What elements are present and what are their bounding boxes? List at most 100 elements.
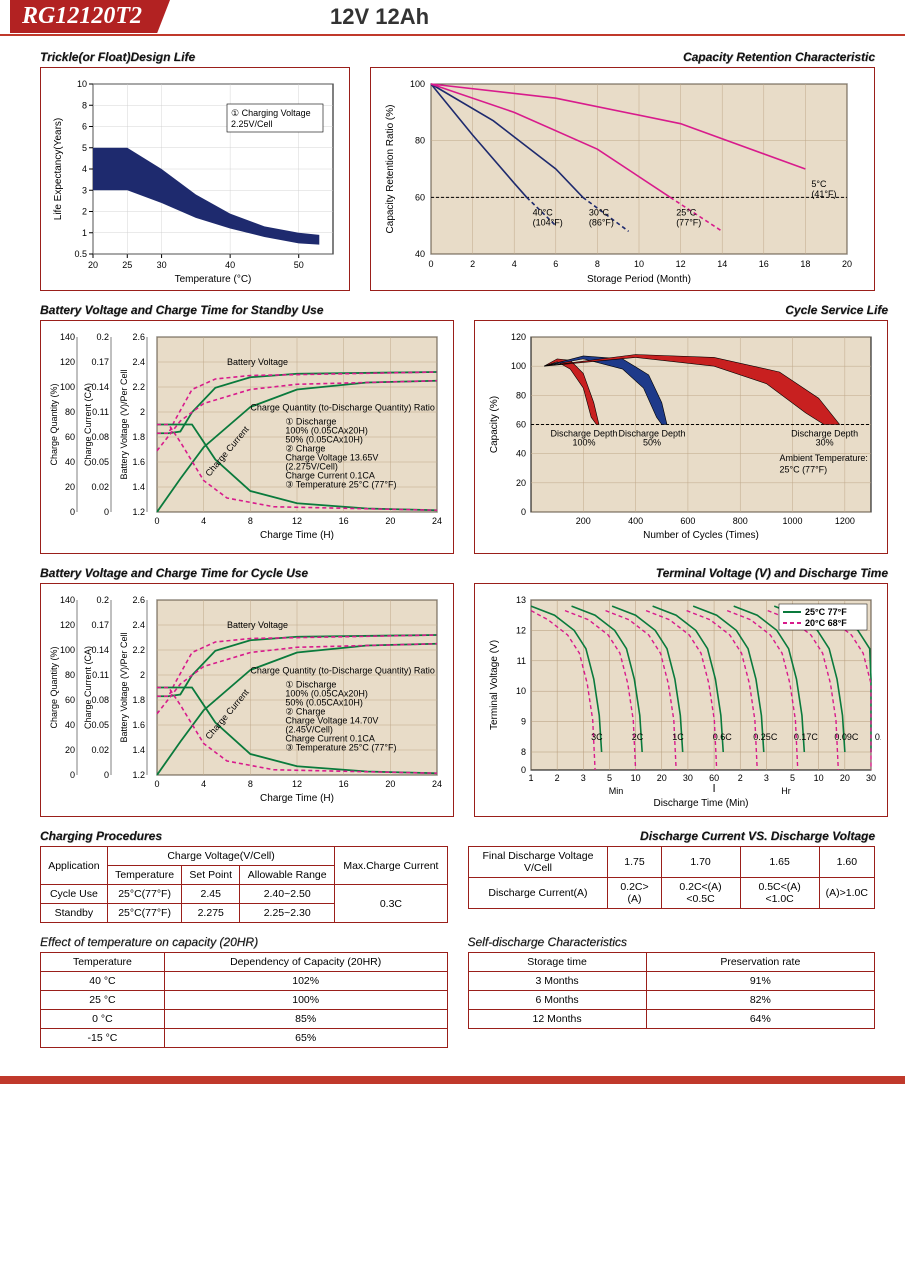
svg-text:4: 4: [82, 164, 87, 174]
svg-text:Temperature (°C): Temperature (°C): [175, 274, 252, 284]
svg-text:5: 5: [607, 773, 612, 783]
svg-text:2.6: 2.6: [132, 332, 145, 342]
svg-text:0: 0: [154, 779, 159, 789]
svg-text:0.05C: 0.05C: [875, 732, 881, 742]
svg-text:2.4: 2.4: [132, 357, 145, 367]
svg-text:100%: 100%: [572, 438, 595, 448]
svg-text:120: 120: [60, 357, 75, 367]
svg-text:Charge Quantity (%): Charge Quantity (%): [49, 383, 59, 465]
svg-text:8: 8: [248, 516, 253, 526]
chart1: 20253040500.5123456810Temperature (°C)Li…: [40, 67, 350, 291]
svg-text:30°C: 30°C: [589, 207, 610, 217]
svg-text:20: 20: [385, 779, 395, 789]
svg-text:1: 1: [528, 773, 533, 783]
svg-text:5: 5: [82, 143, 87, 153]
svg-text:1.8: 1.8: [132, 695, 145, 705]
svg-text:30%: 30%: [816, 438, 834, 448]
svg-text:1.2: 1.2: [132, 507, 145, 517]
svg-text:80: 80: [65, 670, 75, 680]
svg-text:(104°F): (104°F): [533, 217, 563, 227]
chart1-title: Trickle(or Float)Design Life: [40, 50, 350, 64]
svg-text:10: 10: [77, 79, 87, 89]
svg-text:80: 80: [516, 390, 526, 400]
svg-text:4: 4: [201, 516, 206, 526]
svg-text:140: 140: [60, 595, 75, 605]
svg-text:1.4: 1.4: [132, 482, 145, 492]
svg-text:10: 10: [634, 259, 644, 269]
svg-text:2.4: 2.4: [132, 620, 145, 630]
svg-text:13: 13: [516, 595, 526, 605]
svg-text:1200: 1200: [835, 516, 855, 526]
svg-text:10: 10: [516, 686, 526, 696]
svg-text:Charge Time (H): Charge Time (H): [260, 530, 334, 541]
svg-text:10: 10: [631, 773, 641, 783]
svg-text:① Charging Voltage: ① Charging Voltage: [231, 108, 311, 118]
table2-title: Discharge Current VS. Discharge Voltage: [468, 829, 876, 843]
svg-text:Charge Quantity (to-Discharge: Charge Quantity (to-Discharge Quantity) …: [250, 666, 435, 676]
chart6: 123510203060235102030891011121303C2C1C0.…: [474, 583, 888, 817]
svg-text:Terminal Voltage (V): Terminal Voltage (V): [489, 640, 500, 730]
svg-text:60: 60: [65, 432, 75, 442]
svg-text:8: 8: [595, 259, 600, 269]
svg-text:1.6: 1.6: [132, 457, 145, 467]
chart2: 0246810121416182040608010040°C(104°F)30°…: [370, 67, 875, 291]
svg-text:Storage Period (Month): Storage Period (Month): [587, 274, 691, 284]
svg-text:14: 14: [717, 259, 727, 269]
svg-text:0.6C: 0.6C: [713, 732, 733, 742]
svg-text:3: 3: [581, 773, 586, 783]
svg-text:16: 16: [339, 779, 349, 789]
svg-text:1.2: 1.2: [132, 770, 145, 780]
chart4: 20040060080010001200020406080100120Disch…: [474, 320, 888, 554]
svg-text:2: 2: [82, 207, 87, 217]
svg-text:Charge Quantity (%): Charge Quantity (%): [49, 646, 59, 728]
self-discharge-table: Storage timePreservation rate3 Months91%…: [468, 952, 876, 1029]
footer-bar: [0, 1076, 905, 1084]
svg-text:11: 11: [517, 656, 526, 666]
chart5-title: Battery Voltage and Charge Time for Cycl…: [40, 566, 454, 580]
model-badge: RG12120T2: [10, 0, 170, 33]
svg-text:4: 4: [201, 779, 206, 789]
svg-text:0.14: 0.14: [91, 382, 109, 392]
svg-text:80: 80: [415, 136, 425, 146]
svg-text:10: 10: [814, 773, 824, 783]
svg-text:0: 0: [521, 765, 526, 775]
svg-text:40: 40: [65, 457, 75, 467]
svg-text:0.05: 0.05: [91, 457, 109, 467]
svg-text:Charge Time (H): Charge Time (H): [260, 793, 334, 804]
svg-text:40: 40: [225, 260, 235, 270]
svg-text:0: 0: [521, 507, 526, 517]
svg-text:0.2: 0.2: [96, 595, 109, 605]
svg-text:2: 2: [470, 259, 475, 269]
svg-text:③ Temperature 25°C (77°F): ③ Temperature 25°C (77°F): [285, 743, 396, 753]
svg-text:2.2: 2.2: [132, 382, 145, 392]
svg-text:2.6: 2.6: [132, 595, 145, 605]
svg-text:5: 5: [790, 773, 795, 783]
chart4-title: Cycle Service Life: [474, 303, 888, 317]
svg-text:0: 0: [428, 259, 433, 269]
svg-text:800: 800: [733, 516, 748, 526]
svg-text:0: 0: [70, 770, 75, 780]
svg-text:Life Expectancy(Years): Life Expectancy(Years): [53, 118, 64, 220]
svg-text:0.02: 0.02: [91, 745, 109, 755]
svg-text:0.17C: 0.17C: [794, 732, 819, 742]
svg-text:5°C: 5°C: [811, 179, 827, 189]
svg-text:2.25V/Cell: 2.25V/Cell: [231, 119, 273, 129]
chart2-title: Capacity Retention Characteristic: [370, 50, 875, 64]
temperature-capacity-table: TemperatureDependency of Capacity (20HR)…: [40, 952, 448, 1048]
svg-text:Charge Quantity (to-Discharge: Charge Quantity (to-Discharge Quantity) …: [250, 403, 435, 413]
svg-text:120: 120: [60, 620, 75, 630]
svg-text:12: 12: [292, 516, 302, 526]
table4-title: Self-discharge Characteristics: [468, 935, 876, 949]
svg-text:(77°F): (77°F): [676, 217, 701, 227]
svg-text:200: 200: [576, 516, 591, 526]
header: RG12120T2 12V 12Ah: [0, 0, 905, 36]
svg-text:Charge Current (CA): Charge Current (CA): [83, 383, 93, 466]
svg-text:2: 2: [140, 670, 145, 680]
svg-text:Min: Min: [609, 786, 624, 796]
svg-text:2: 2: [738, 773, 743, 783]
svg-text:Capacity Retention Ratio (%): Capacity Retention Ratio (%): [385, 105, 396, 234]
svg-text:24: 24: [432, 779, 442, 789]
svg-text:Ambient Temperature:: Ambient Temperature:: [779, 453, 867, 463]
svg-text:30: 30: [157, 260, 167, 270]
svg-text:100: 100: [60, 645, 75, 655]
